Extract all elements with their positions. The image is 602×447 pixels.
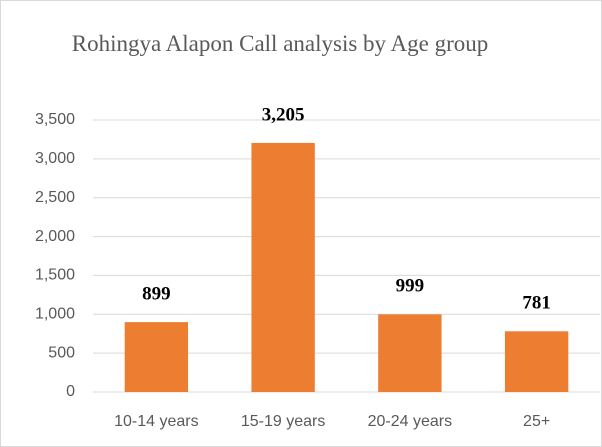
x-tick-label: 25+: [523, 413, 550, 430]
bar: [378, 314, 442, 392]
data-label: 899: [142, 283, 171, 304]
x-tick-label: 20-24 years: [368, 413, 453, 430]
data-label: 781: [522, 293, 551, 314]
y-tick-label: 1,000: [35, 306, 75, 323]
data-label: 999: [396, 276, 425, 297]
y-tick-label: 0: [66, 383, 75, 400]
chart-title: Rohingya Alapon Call analysis by Age gro…: [71, 31, 489, 56]
y-tick-label: 1,500: [35, 267, 75, 284]
bar: [251, 142, 315, 392]
y-tick-label: 2,500: [35, 189, 75, 206]
x-tick-label: 10-14 years: [114, 413, 199, 430]
y-tick-label: 2,000: [35, 228, 75, 245]
y-tick-label: 500: [48, 344, 75, 361]
x-tick-label: 15-19 years: [241, 413, 326, 430]
y-tick-label: 3,500: [35, 111, 75, 128]
y-tick-label: 3,000: [35, 150, 75, 167]
bar: [504, 331, 569, 392]
bar: [124, 322, 189, 392]
data-label: 3,205: [262, 104, 305, 125]
